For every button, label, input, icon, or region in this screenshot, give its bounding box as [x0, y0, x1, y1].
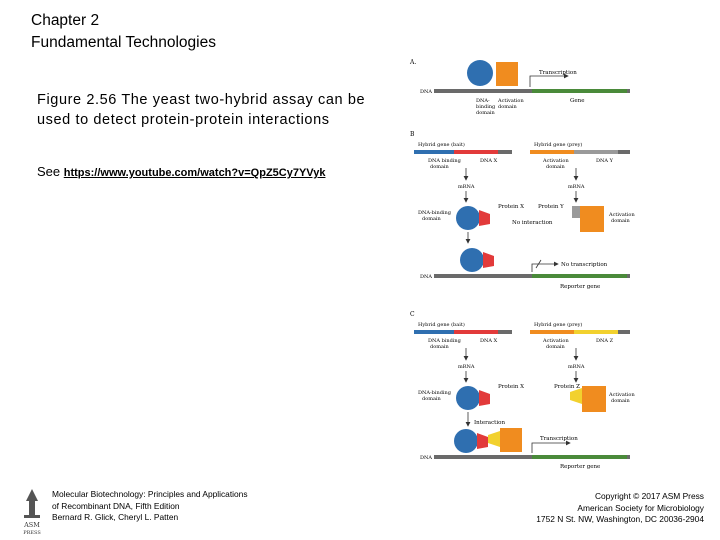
see-prefix: See [37, 164, 64, 179]
figure-caption: Figure 2.56 The yeast two-hybrid assay c… [37, 90, 367, 130]
dna-binding-domain-b-bound [460, 248, 484, 272]
reporter-dna-b [434, 274, 630, 278]
protein-z-label-c: Protein Z [554, 384, 580, 390]
activation-label-a2: domain [498, 104, 518, 110]
gene-label-a: Gene [570, 98, 584, 104]
copyright-line-1: Copyright © 2017 ASM Press [536, 491, 704, 503]
hybrid-prey-label-b: Hybrid gene (prey) [534, 141, 582, 148]
copyright-line-3: 1752 N St. NW, Washington, DC 20036-2904 [536, 514, 704, 526]
protein-z-c-bound [488, 431, 500, 447]
activation-label-c4: domain [611, 398, 631, 404]
citation-line-3: Bernard R. Glick, Cheryl L. Patten [52, 512, 248, 524]
bait-gene-c [414, 330, 512, 334]
activation-label-b2: domain [546, 164, 566, 170]
copyright-line-2: American Society for Microbiology [536, 503, 704, 515]
interaction-label: Interaction [474, 420, 505, 426]
activation-label-c2: domain [546, 344, 566, 350]
reporter-dna-c [434, 455, 630, 459]
no-transcription-label: No transcription [561, 262, 608, 268]
dna-binding-label-a3: domain [476, 110, 496, 116]
protein-x-c [479, 390, 490, 406]
two-hybrid-figure: A. Transcription DNA DNA- binding domain… [408, 56, 640, 470]
dna-x-label-b: DNA X [480, 158, 498, 164]
copyright-block: Copyright © 2017 ASM Press American Soci… [536, 491, 704, 526]
protein-x-label-c: Protein X [498, 384, 524, 390]
mrna-label-b2: mRNA [568, 184, 585, 190]
dna-binding-label-c2: domain [430, 344, 450, 350]
reporter-gene-label-c: Reporter gene [560, 464, 600, 470]
dna-z-label-c: DNA Z [596, 338, 614, 344]
asm-press-logo: ASM PRESS [18, 487, 46, 537]
chapter-label: Chapter 2 [31, 10, 216, 32]
dna-binding-domain-c-bound [454, 429, 478, 453]
protein-y-b [572, 206, 580, 218]
dna-binding-domain-c [456, 386, 480, 410]
activation-domain-b [580, 206, 604, 232]
dna-label-b: DNA [420, 274, 432, 280]
panel-a-letter: A. [409, 59, 416, 66]
dna-binding-domain-a [467, 60, 493, 86]
hybrid-bait-label-b: Hybrid gene (bait) [418, 141, 465, 148]
prey-gene-c [530, 330, 630, 334]
book-citation: Molecular Biotechnology: Principles and … [52, 489, 248, 524]
chapter-title: Fundamental Technologies [31, 32, 216, 54]
panel-c-letter: C [410, 311, 415, 318]
panel-a-dna [434, 89, 630, 93]
protein-x-label-b: Protein X [498, 204, 524, 210]
hybrid-bait-label-c: Hybrid gene (bait) [418, 321, 465, 328]
citation-line-1: Molecular Biotechnology: Principles and … [52, 489, 248, 501]
citation-line-2: of Recombinant DNA, Fifth Edition [52, 501, 248, 513]
activation-domain-c [582, 386, 606, 412]
slide-title: Chapter 2 Fundamental Technologies [31, 10, 216, 54]
reporter-gene-label-b: Reporter gene [560, 284, 600, 290]
transcription-label-c: Transcription [540, 436, 578, 442]
svg-text:ASM: ASM [23, 521, 40, 529]
transcription-arrow-a [530, 76, 568, 87]
transcription-arrow-c [532, 443, 570, 453]
protein-y-label-b: Protein Y [538, 204, 564, 210]
dna-binding-label-b4: domain [422, 216, 442, 222]
no-transcription-arrow [532, 264, 558, 272]
activation-label-b4: domain [611, 218, 631, 224]
dna-binding-label-b2: domain [430, 164, 450, 170]
mrna-label-b1: mRNA [458, 184, 475, 190]
prey-gene-b [530, 150, 630, 154]
no-interaction-label: No interaction [512, 220, 553, 226]
dna-binding-label-c4: domain [422, 396, 442, 402]
dna-y-label-b: DNA Y [596, 158, 614, 164]
dna-binding-domain-b [456, 206, 480, 230]
dna-x-label-c: DNA X [480, 338, 498, 344]
see-line: See https://www.youtube.com/watch?v=QpZ5… [37, 164, 325, 179]
svg-text:PRESS: PRESS [23, 530, 41, 536]
video-link[interactable]: https://www.youtube.com/watch?v=QpZ5Cy7Y… [64, 167, 326, 179]
protein-x-c-bound [477, 433, 488, 449]
protein-x-b [479, 210, 490, 226]
mrna-label-c1: mRNA [458, 364, 475, 370]
activation-domain-a [496, 62, 518, 86]
bait-gene-b [414, 150, 512, 154]
panel-b-letter: B [410, 131, 415, 138]
protein-z-c [570, 388, 582, 404]
dna-label-a: DNA [420, 89, 432, 95]
activation-domain-c-bound [500, 428, 522, 452]
hybrid-prey-label-c: Hybrid gene (prey) [534, 321, 582, 328]
mrna-label-c2: mRNA [568, 364, 585, 370]
transcription-label-a: Transcription [539, 70, 577, 76]
dna-label-c: DNA [420, 455, 432, 461]
protein-x-b-bound [483, 252, 494, 268]
